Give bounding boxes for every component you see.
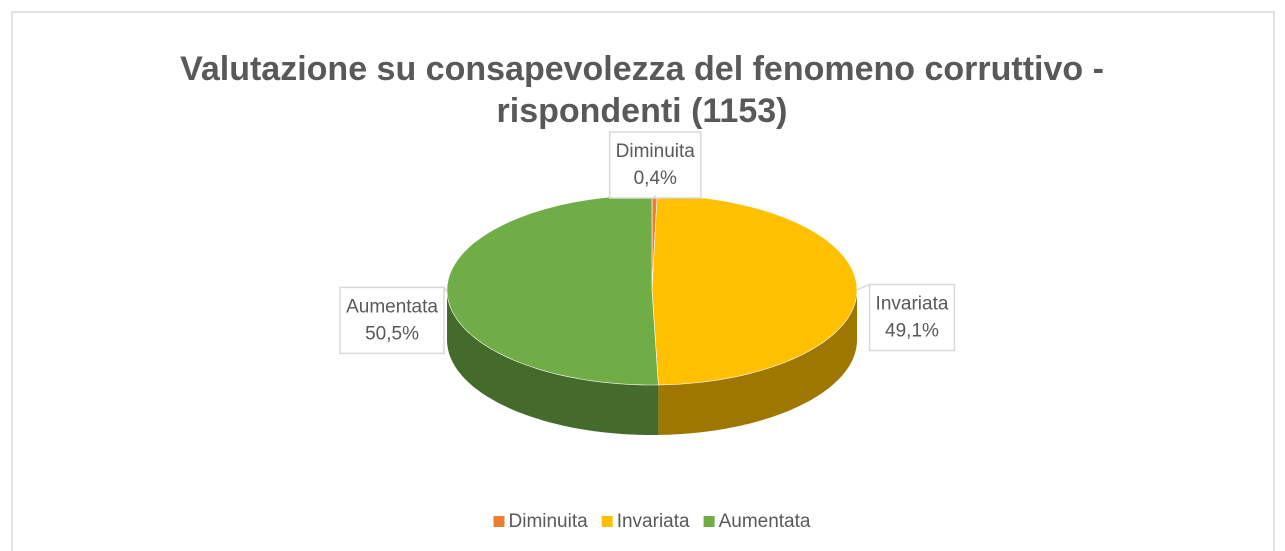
chart-border	[11, 11, 1275, 551]
pie-slice	[446, 194, 659, 386]
data-label: Invariata 49,1%	[856, 283, 956, 352]
data-label-box	[868, 283, 956, 352]
pie-sides	[447, 290, 857, 435]
legend-label: Diminuita	[509, 511, 589, 532]
leader-line	[653, 194, 656, 199]
chart-title: Valutazione su consapevolezza del fenome…	[180, 50, 1104, 130]
legend-label: Invariata	[617, 511, 690, 532]
legend-swatch	[493, 516, 505, 527]
data-label-value: 0,4%	[634, 168, 677, 189]
data-label: Aumentata 50,5%	[339, 286, 448, 355]
data-label-category: Diminuita	[616, 141, 696, 162]
legend-swatch	[601, 516, 613, 527]
legend-label: Aumentata	[719, 511, 811, 532]
legend: Diminuita Invariata Aumentata	[493, 511, 811, 532]
leader-line	[443, 286, 448, 292]
data-label-box	[339, 286, 445, 355]
data-label-category: Aumentata	[346, 296, 438, 317]
data-label: Diminuita 0,4%	[608, 131, 702, 199]
leader-line	[856, 283, 870, 291]
data-label-value: 50,5%	[365, 323, 419, 344]
pie-slice-side	[658, 290, 857, 435]
pie-slice-side	[447, 290, 659, 435]
data-label-value: 49,1%	[885, 321, 939, 342]
data-label-category: Invariata	[876, 294, 949, 315]
legend-swatch	[703, 516, 715, 527]
